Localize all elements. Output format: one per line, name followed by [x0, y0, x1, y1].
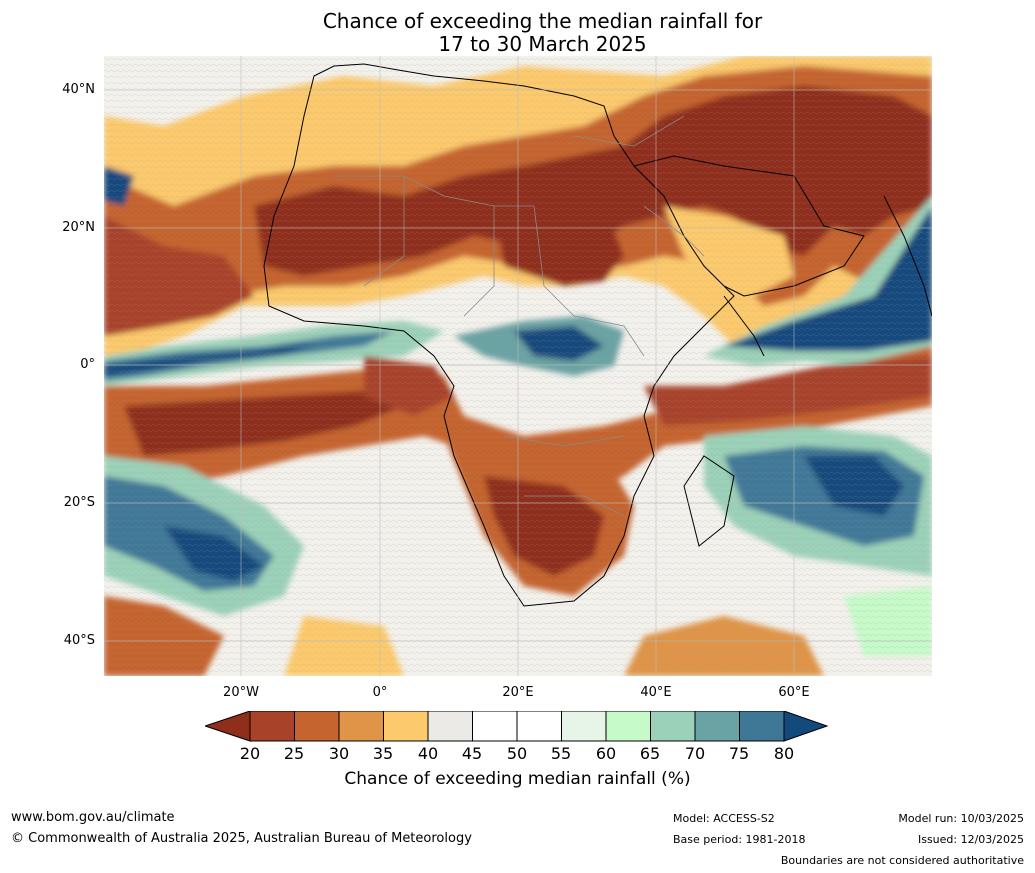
latitude-label-equator: 0°: [80, 357, 95, 372]
colorbar-label: Chance of exceeding median rainfall (%): [344, 769, 691, 789]
map-title: Chance of exceeding the median rainfall …: [0, 10, 1035, 56]
colorbar-tick: 80: [773, 744, 795, 763]
colorbar-segment: [249, 711, 295, 742]
map-field: [104, 56, 932, 676]
longitude-label-20e: 20°E: [502, 685, 534, 700]
colorbar-tick: 75: [728, 744, 750, 763]
colorbar-low-arrow: [205, 711, 251, 742]
issued-date: Issued: 12/03/2025: [917, 833, 1024, 846]
title-line-2: 17 to 30 March 2025: [438, 32, 647, 56]
colorbar-segment: [294, 711, 340, 742]
colorbar-tick: 65: [639, 744, 661, 763]
colorbar-segment: [739, 711, 785, 742]
website-link[interactable]: www.bom.gov.au/climate: [11, 810, 175, 825]
colorbar-segment: [338, 711, 384, 742]
colorbar-segment: [694, 711, 740, 742]
model-run-date: Model run: 10/03/2025: [898, 812, 1024, 825]
colorbar-tick: 40: [417, 744, 439, 763]
colorbar-tick: 45: [461, 744, 483, 763]
rainfall-probability-map: [104, 56, 932, 676]
colorbar-segment: [650, 711, 696, 742]
colorbar-segment: [561, 711, 607, 742]
boundaries-disclaimer: Boundaries are not considered authoritat…: [780, 854, 1024, 867]
colorbar: [205, 711, 829, 742]
latitude-label-20n: 20°N: [62, 220, 95, 235]
base-period: Base period: 1981-2018: [673, 833, 806, 846]
longitude-label-20w: 20°W: [223, 685, 259, 700]
latitude-label-40s: 40°S: [63, 633, 95, 648]
colorbar-tick: 25: [283, 744, 305, 763]
longitude-label-60e: 60°E: [778, 685, 810, 700]
colorbar-high-arrow: [783, 711, 829, 742]
title-line-1: Chance of exceeding the median rainfall …: [322, 9, 763, 33]
colorbar-tick: 20: [239, 744, 261, 763]
colorbar-tick: 35: [372, 744, 394, 763]
colorbar-segment: [427, 711, 473, 742]
colorbar-tick: 50: [506, 744, 528, 763]
colorbar-segment: [605, 711, 651, 742]
longitude-label-40e: 40°E: [640, 685, 672, 700]
colorbar-tick: 70: [684, 744, 706, 763]
copyright-text: © Commonwealth of Australia 2025, Austra…: [11, 831, 472, 846]
colorbar-segment: [516, 711, 562, 742]
colorbar-segment: [383, 711, 429, 742]
model-name: Model: ACCESS-S2: [673, 812, 775, 825]
longitude-label-0: 0°: [372, 685, 388, 700]
latitude-label-20s: 20°S: [63, 495, 95, 510]
colorbar-tick: 60: [595, 744, 617, 763]
colorbar-segment: [472, 711, 518, 742]
colorbar-tick: 30: [328, 744, 350, 763]
latitude-label-40n: 40°N: [62, 82, 95, 97]
colorbar-tick: 55: [550, 744, 572, 763]
